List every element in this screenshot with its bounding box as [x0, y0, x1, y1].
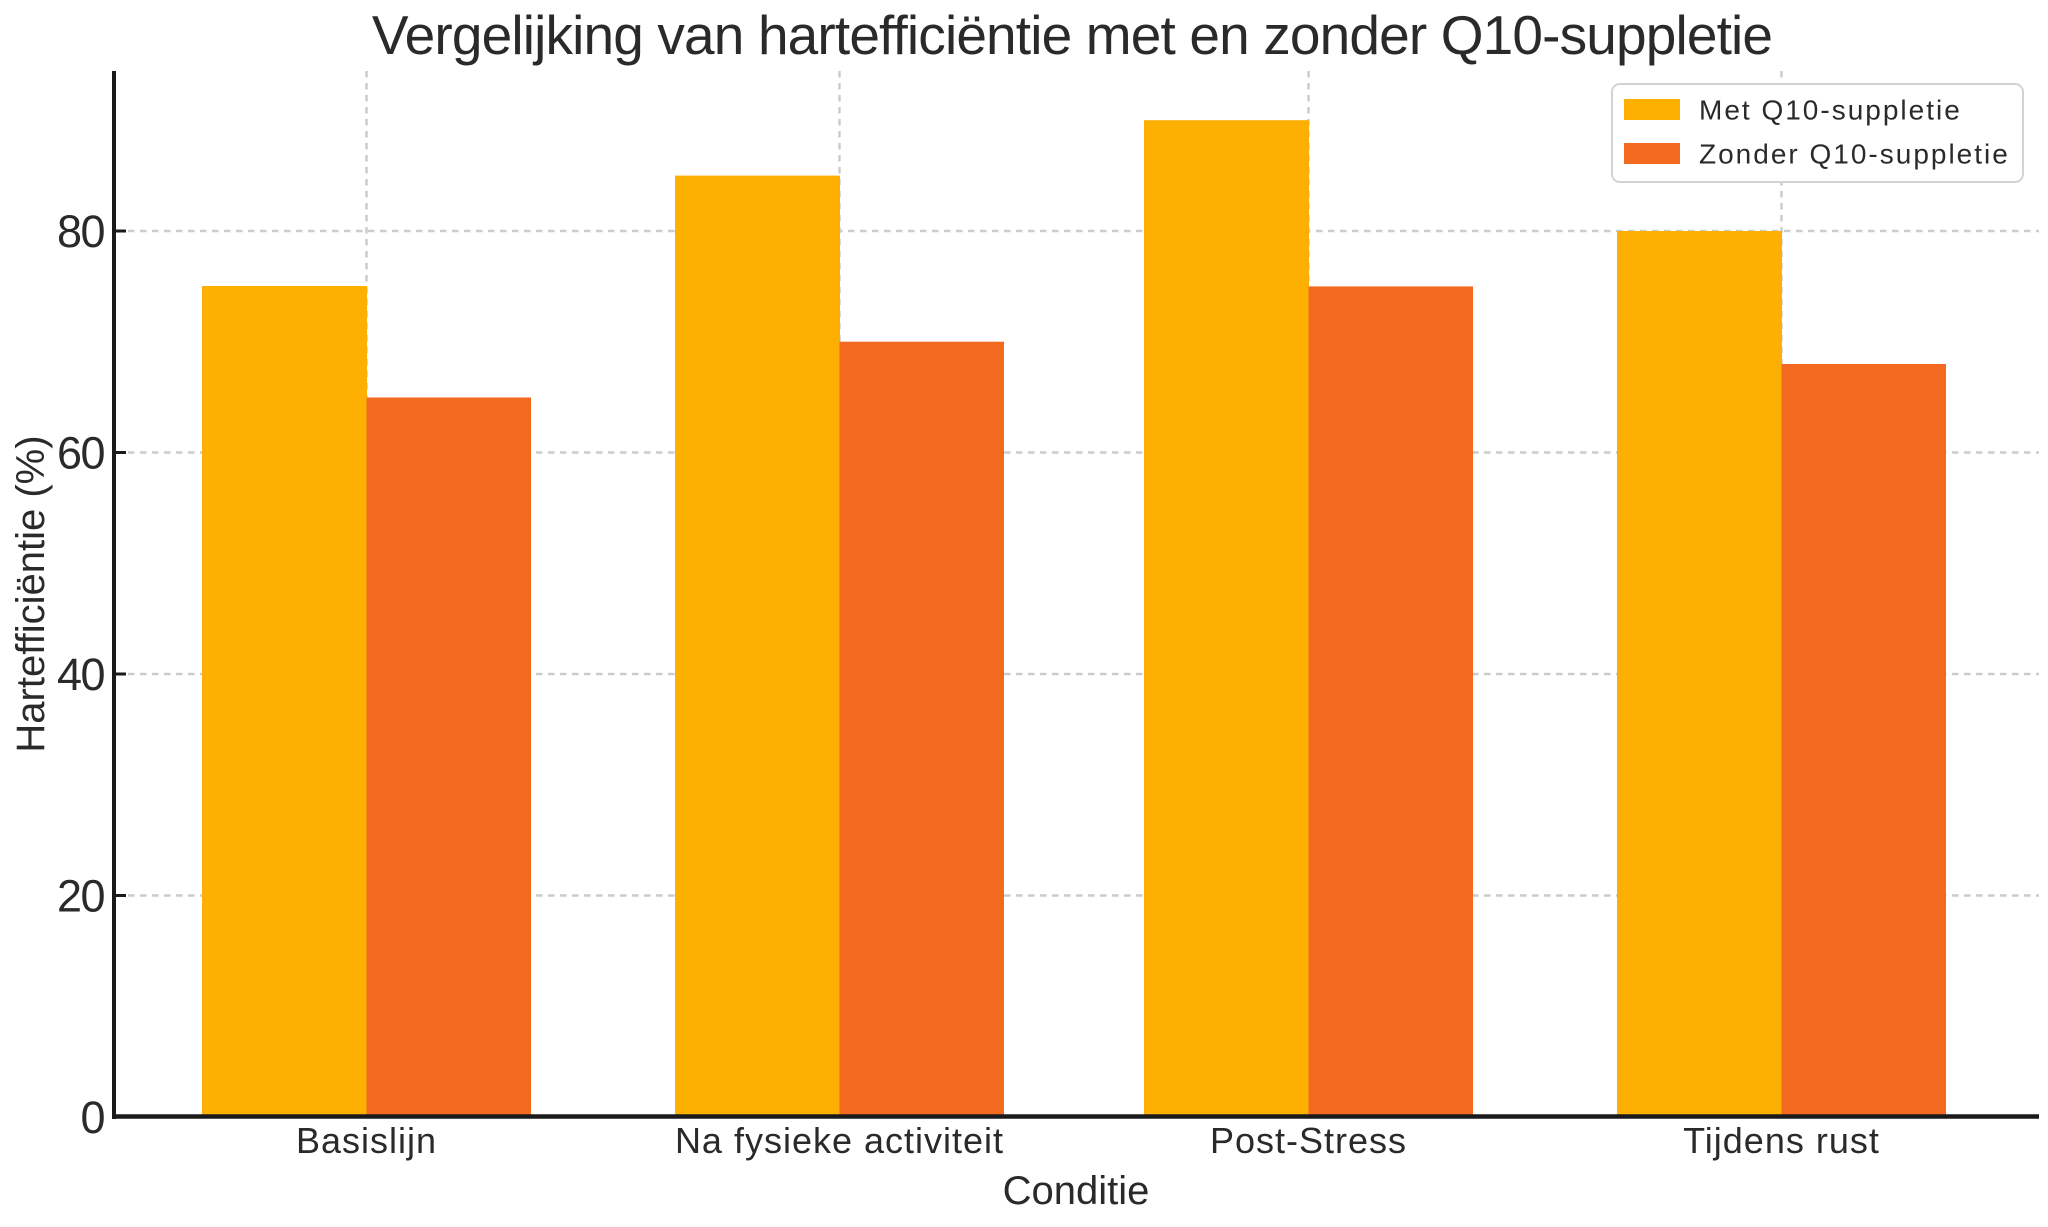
svg-text:Tijdens rust: Tijdens rust — [1683, 1120, 1880, 1161]
svg-text:Basislijn: Basislijn — [296, 1120, 437, 1161]
svg-text:Post-Stress: Post-Stress — [1210, 1120, 1407, 1161]
svg-text:40: 40 — [57, 649, 105, 700]
svg-text:20: 20 — [57, 871, 105, 922]
svg-text:Met Q10-suppletie: Met Q10-suppletie — [1699, 95, 1962, 126]
svg-text:0: 0 — [80, 1092, 104, 1143]
svg-text:Vergelijking van hartefficiënt: Vergelijking van hartefficiëntie met en … — [372, 4, 1772, 66]
svg-text:Na fysieke activiteit: Na fysieke activiteit — [675, 1120, 1004, 1161]
svg-text:Zonder Q10-suppletie: Zonder Q10-suppletie — [1699, 139, 2010, 170]
svg-text:60: 60 — [57, 428, 105, 479]
svg-text:80: 80 — [57, 206, 105, 257]
svg-text:Hartefficiëntie (%): Hartefficiëntie (%) — [9, 435, 53, 752]
svg-text:Conditie: Conditie — [1003, 1169, 1150, 1213]
